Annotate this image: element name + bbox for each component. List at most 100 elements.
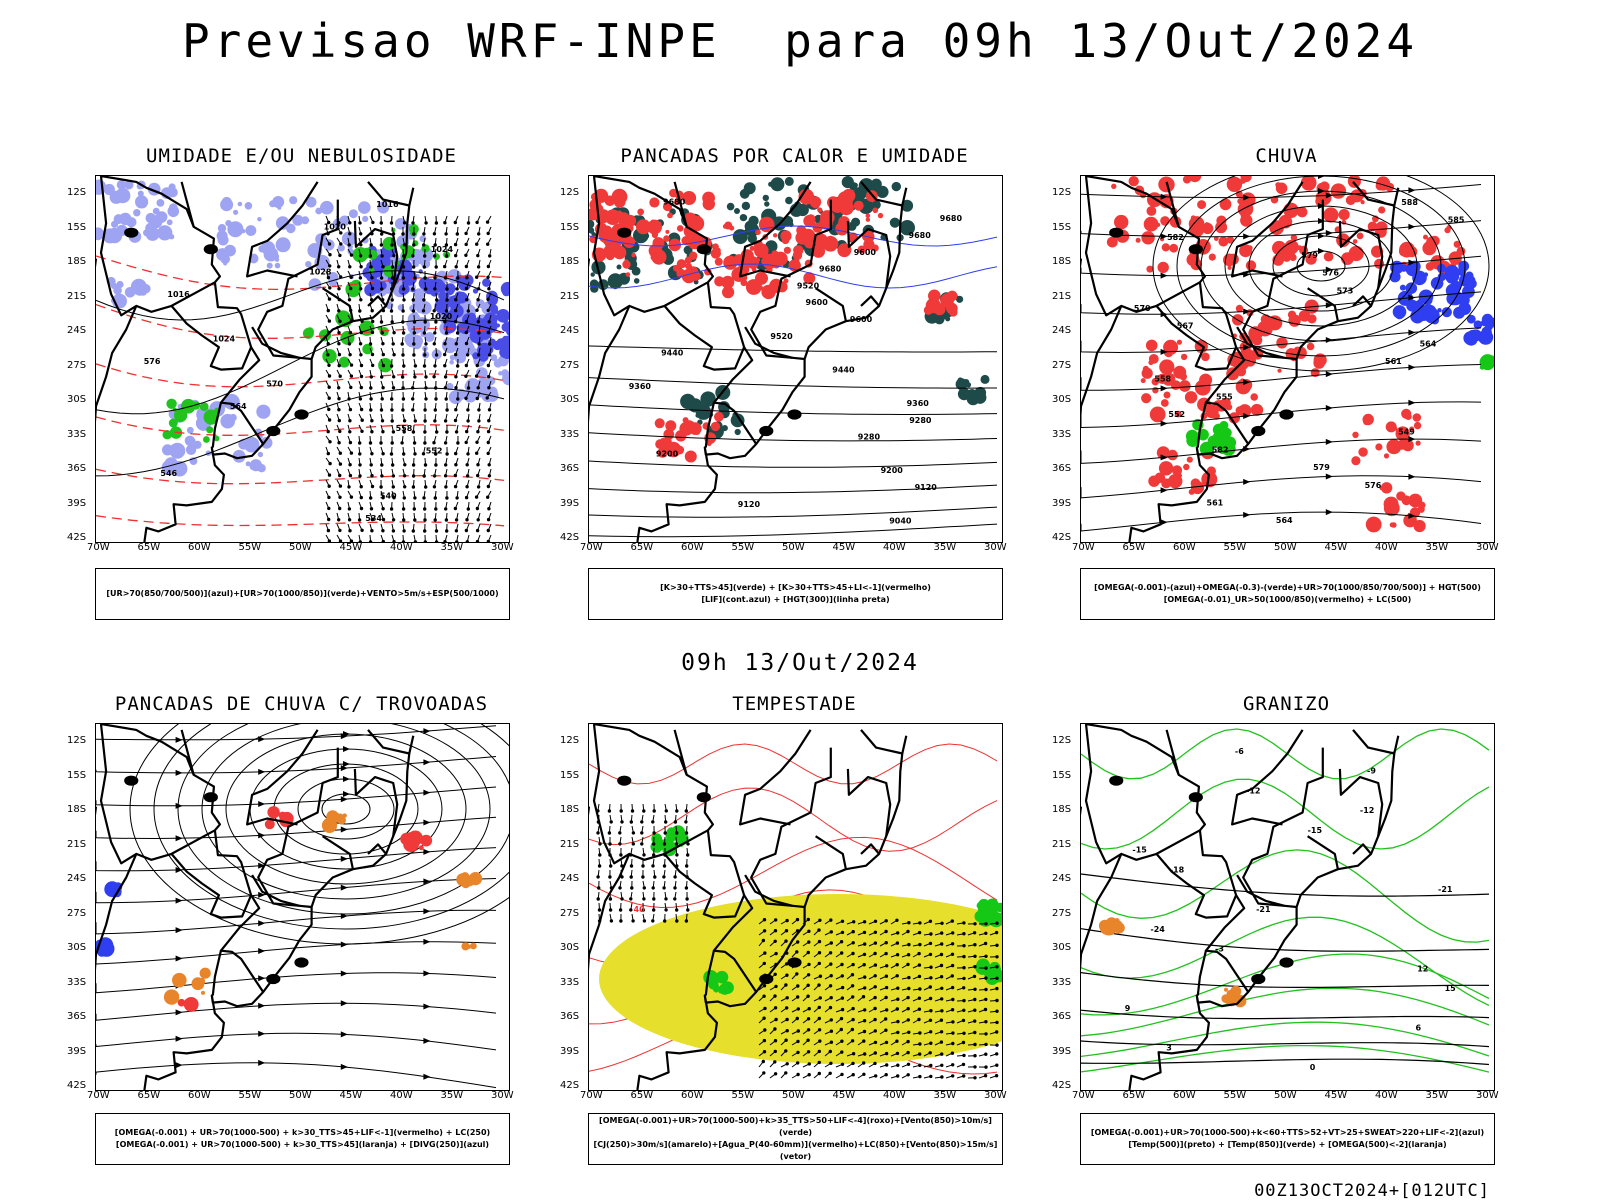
wind-vector-head (643, 854, 645, 856)
latitude-tick-label: 12S (560, 735, 579, 746)
wind-vector-head (465, 254, 467, 256)
wind-vector-head (434, 519, 436, 521)
wind-vector-head (643, 810, 645, 812)
wind-vector-head (952, 998, 954, 1000)
wind-vector-head (455, 309, 457, 311)
latitude-tick-label: 33S (67, 429, 86, 440)
wind-vector-head (349, 354, 351, 356)
wind-vector-head (467, 222, 469, 224)
wind-vector-head (369, 541, 371, 542)
wind-vector-head (851, 1040, 853, 1042)
wind-vector-head (391, 409, 393, 411)
wind-vector-head (403, 420, 405, 422)
wind-vector-head (819, 1040, 821, 1042)
latitude-tick-label: 27S (560, 360, 579, 371)
wind-vector-head (475, 375, 477, 377)
wind-vector-head (371, 485, 373, 487)
wind-vector-head (340, 276, 342, 278)
legend-line: [OMEGA(-0.001) + UR>70(1000-500) + k>30_… (96, 1127, 509, 1139)
wind-vector-head (476, 529, 478, 531)
flow-arrowhead (423, 1074, 430, 1080)
wind-vector-head (372, 320, 374, 322)
wind-vector-head (676, 810, 678, 812)
wind-vector-head (797, 1040, 799, 1042)
wind-vector-head (446, 497, 448, 499)
wind-vector-head (919, 988, 921, 990)
wind-vector-head (371, 353, 373, 355)
wind-vector-head (487, 430, 489, 432)
wind-vector-head (830, 1030, 832, 1032)
wind-vector-head (653, 909, 655, 911)
wind-vector-head (360, 496, 362, 498)
wind-vector-head (381, 475, 383, 477)
wind-vector-head (687, 843, 689, 845)
wind-vector-head (674, 887, 676, 889)
wind-vector-head (907, 963, 909, 965)
wind-vector-head (654, 876, 656, 878)
wind-vector-head (685, 832, 687, 834)
wind-vector-head (369, 343, 371, 345)
longitude-tick-label: 55W (239, 1090, 262, 1101)
wind-vector-head (896, 975, 898, 977)
wind-vector-head (852, 931, 854, 933)
wind-vector-head (371, 431, 373, 433)
wind-vector-head (339, 496, 341, 498)
wind-vector-head (864, 1053, 866, 1055)
wind-vector-head (414, 453, 416, 455)
panel-title: CHUVA (1080, 145, 1493, 167)
flow-arrowhead (1408, 400, 1415, 406)
lake-shape (788, 958, 800, 966)
wind-vector-head (361, 419, 363, 421)
wind-vector-head (392, 464, 394, 466)
wind-vector-head (380, 222, 382, 224)
latitude-tick-label: 18S (1052, 256, 1071, 267)
wind-vector-head (974, 1055, 976, 1057)
wind-vector-head (631, 887, 633, 889)
wind-vector-head (685, 887, 687, 889)
wind-vector-head (424, 255, 426, 257)
wind-vector-head (433, 343, 435, 345)
wind-vector-head (445, 519, 447, 521)
contour-label: 9680 (909, 231, 932, 240)
wind-vector-head (359, 464, 361, 466)
wind-vector-head (402, 398, 404, 400)
latitude-tick-label: 21S (1052, 839, 1071, 850)
wind-vector-head (348, 244, 350, 246)
contour-label: 585 (1448, 216, 1465, 225)
longitude-tick-label: 70W (1072, 542, 1095, 553)
wind-vector-head (390, 508, 392, 510)
flow-arrowhead (176, 927, 183, 933)
wind-vector-head (466, 519, 468, 521)
wind-vector-head (348, 508, 350, 510)
wind-vector-head (763, 1039, 765, 1041)
legend-box: [OMEGA(-0.001)+UR>70(1000-500)+k<60+TTS>… (1080, 1113, 1495, 1165)
wind-vector-head (652, 887, 654, 889)
wind-vector-head (963, 922, 965, 924)
wind-vector-head (488, 508, 490, 510)
flow-arrowhead (1326, 405, 1333, 411)
wind-vector-head (414, 420, 416, 422)
wind-vector-head (476, 276, 478, 278)
wind-vector-head (349, 420, 351, 422)
wind-vector-head (918, 931, 920, 933)
flow-arrowhead (176, 770, 183, 776)
map-canvas: 1016102010241028101610201024576570564558… (96, 176, 509, 542)
wind-vector-head (841, 1073, 843, 1075)
wind-vector-head (390, 453, 392, 455)
latitude-tick-label: 36S (1052, 1011, 1071, 1022)
wind-vector-head (674, 821, 676, 823)
wind-vector-head (632, 832, 634, 834)
wind-vector-head (940, 976, 942, 978)
wind-vector-head (897, 1075, 899, 1077)
wind-vector-head (863, 1030, 865, 1032)
wind-vector-head (841, 963, 843, 965)
wind-vector-head (974, 966, 976, 968)
wind-vector-head (339, 254, 341, 256)
flow-arrowhead (341, 856, 348, 862)
border-line (182, 730, 194, 775)
jet-core-fill (599, 894, 1002, 1064)
contour-label: 564 (1420, 339, 1437, 348)
wind-vector-head (685, 810, 687, 812)
wind-vector-head (631, 810, 633, 812)
